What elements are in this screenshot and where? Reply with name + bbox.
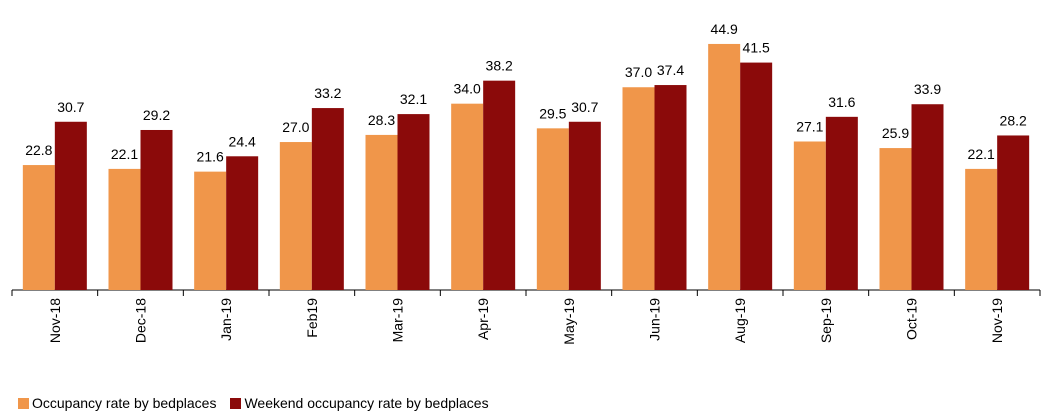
legend-label: Occupancy rate by bedplaces — [32, 395, 217, 411]
data-label: 37.4 — [657, 62, 684, 78]
data-label: 21.6 — [197, 149, 224, 165]
x-tick-label: Dec-18 — [133, 298, 149, 343]
data-label: 29.2 — [143, 107, 170, 123]
x-tick-label: Nov-19 — [989, 298, 1005, 343]
legend-label: Weekend occupancy rate by bedplaces — [244, 395, 489, 411]
bar — [451, 103, 484, 291]
data-label: 22.1 — [968, 146, 995, 162]
bar — [365, 134, 398, 290]
x-tick-label: Apr-19 — [475, 298, 491, 340]
data-label: 37.0 — [625, 64, 652, 80]
bar — [22, 165, 55, 290]
bar — [140, 129, 173, 290]
bar — [654, 85, 687, 290]
legend-swatch — [18, 398, 29, 409]
bar — [483, 80, 516, 290]
bar — [54, 121, 87, 290]
x-tick-label: Jan-19 — [218, 298, 234, 341]
x-tick-label: Mar-19 — [390, 298, 406, 343]
data-label: 30.7 — [57, 99, 84, 115]
data-label: 28.2 — [1000, 112, 1027, 128]
data-label: 25.9 — [882, 125, 909, 141]
data-label: 41.5 — [743, 40, 770, 56]
x-tick-label: Aug-19 — [732, 298, 748, 343]
bar — [108, 168, 141, 290]
data-label: 28.3 — [368, 112, 395, 128]
x-tick-label: Sep-19 — [818, 298, 834, 343]
data-label: 34.0 — [454, 81, 481, 97]
legend-item: Weekend occupancy rate by bedplaces — [230, 395, 489, 411]
legend-item: Occupancy rate by bedplaces — [18, 395, 216, 411]
bar — [793, 141, 826, 290]
bar — [879, 148, 912, 290]
data-label: 22.8 — [25, 142, 52, 158]
x-tick-label: Jun-19 — [647, 298, 663, 341]
bar — [194, 171, 227, 290]
data-label: 31.6 — [828, 94, 855, 110]
x-tick-label: Oct-19 — [904, 298, 920, 340]
data-label: 38.2 — [486, 58, 513, 74]
bar — [965, 168, 998, 290]
bar — [397, 114, 430, 290]
x-tick-label: Feb19 — [304, 298, 320, 338]
data-label: 27.1 — [796, 118, 823, 134]
chart: Nov-18 22.8 30.7 Dec-18 22.1 29.2 Jan-19 21.6 24… — [11, 21, 1041, 345]
bar — [708, 43, 741, 291]
bar — [279, 142, 312, 290]
data-label: 44.9 — [711, 21, 738, 37]
data-label: 32.1 — [400, 91, 427, 107]
bar — [997, 135, 1030, 290]
data-label: 27.0 — [282, 119, 309, 135]
x-tick-label: May-19 — [561, 298, 577, 345]
bar — [622, 87, 655, 291]
x-tick-label: Nov-18 — [47, 298, 63, 343]
legend-swatch — [230, 398, 242, 409]
data-label: 22.1 — [111, 146, 138, 162]
data-label: 33.2 — [314, 85, 341, 101]
legend: Occupancy rate by bedplaces Weekend occup… — [18, 395, 489, 411]
data-label: 24.4 — [229, 133, 256, 149]
bar — [226, 156, 259, 290]
bar — [825, 116, 858, 290]
bar — [536, 128, 569, 290]
data-label: 30.7 — [571, 99, 598, 115]
bar — [568, 121, 601, 290]
bar — [740, 62, 773, 290]
bar — [911, 104, 944, 290]
data-label: 33.9 — [914, 81, 941, 97]
data-label: 29.5 — [539, 105, 566, 121]
bar — [311, 108, 344, 291]
